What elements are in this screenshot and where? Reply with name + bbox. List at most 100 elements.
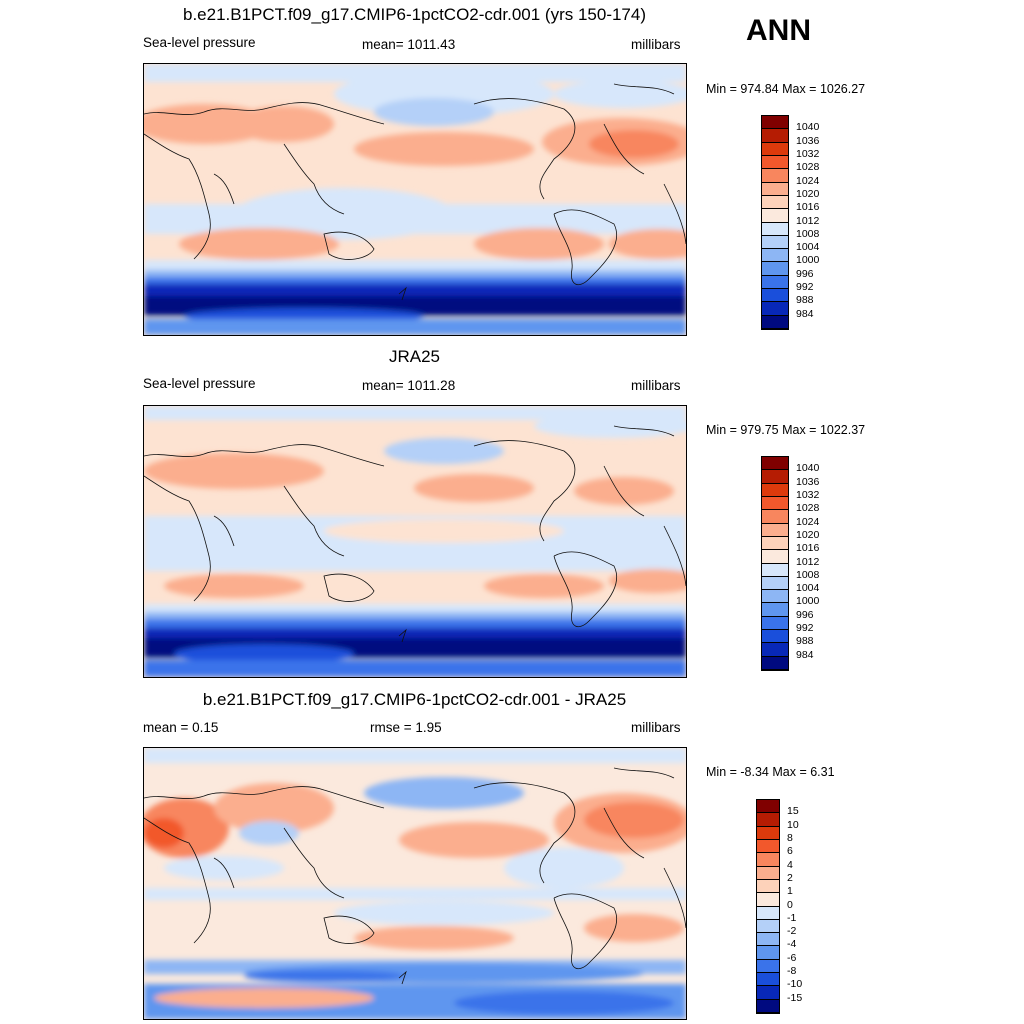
colorbar-box	[757, 800, 779, 814]
panel-1-units-label: millibars	[631, 37, 681, 52]
colorbar-tick-label: 996	[796, 608, 814, 621]
colorbar-box	[762, 169, 788, 183]
colorbar-box	[757, 959, 779, 974]
colorbar-box	[762, 550, 788, 564]
colorbar-tick-label: 1008	[796, 568, 820, 581]
colorbar-box	[757, 826, 779, 840]
colorbar-tick-label: -8	[787, 965, 797, 978]
colorbar-box	[762, 129, 788, 143]
panel-2-left-label: Sea-level pressure	[143, 376, 256, 391]
colorbar-tick-label: 1	[787, 885, 793, 898]
colorbar-box	[762, 563, 788, 577]
colorbar-tick-label: 1004	[796, 241, 820, 254]
colorbar-box	[762, 483, 788, 497]
colorbar-tick-label: -15	[787, 991, 803, 1004]
colorbar-box	[757, 986, 779, 1000]
colorbar-box	[762, 576, 788, 591]
colorbar-box	[762, 643, 788, 657]
colorbar-box	[762, 630, 788, 644]
colorbar-tick-label: -2	[787, 925, 797, 938]
colorbar-tick-label: 988	[796, 635, 814, 648]
colorbar-tick-label: 992	[796, 281, 814, 294]
colorbar-box	[757, 919, 779, 934]
colorbar-box	[762, 536, 788, 551]
colorbar-box	[762, 523, 788, 537]
colorbar-tick-label: 1004	[796, 582, 820, 595]
colorbar-tick-label: 988	[796, 294, 814, 307]
colorbar-box	[762, 603, 788, 617]
colorbar-tick-label: 6	[787, 845, 793, 858]
colorbar-box	[762, 616, 788, 631]
colorbar-box	[757, 839, 779, 854]
colorbar-tick-label: 2	[787, 871, 793, 884]
panel-3-minmax: Min = -8.34 Max = 6.31	[706, 765, 835, 779]
colorbar-tick-label: 1028	[796, 161, 820, 174]
colorbar-box	[762, 315, 788, 329]
colorbar-tick-label: -6	[787, 951, 797, 964]
colorbar-tick-label: 984	[796, 648, 814, 661]
colorbar-box	[762, 142, 788, 156]
colorbar-tick-label: 0	[787, 898, 793, 911]
colorbar-box	[757, 946, 779, 960]
panel-2-minmax: Min = 979.75 Max = 1022.37	[706, 423, 866, 437]
colorbar-tick-label: 10	[787, 818, 799, 831]
panel-1-left-label: Sea-level pressure	[143, 35, 256, 50]
colorbar-box	[762, 302, 788, 316]
colorbar-box	[762, 116, 788, 130]
colorbar-tick-label: 1016	[796, 542, 820, 555]
panel-3-colorbar	[756, 799, 780, 1014]
colorbar-box	[762, 209, 788, 223]
panel-3-map	[143, 747, 687, 1020]
panel-1-map	[143, 63, 687, 336]
colorbar-box	[762, 249, 788, 263]
colorbar-tick-label: -1	[787, 911, 797, 924]
colorbar-box	[762, 496, 788, 511]
colorbar-tick-label: 1000	[796, 254, 820, 267]
colorbar-tick-label: 1032	[796, 488, 820, 501]
colorbar-box	[757, 933, 779, 947]
colorbar-box	[757, 999, 779, 1013]
colorbar-box	[762, 656, 788, 670]
colorbar-box	[762, 510, 788, 524]
colorbar-box	[762, 155, 788, 170]
panel-3-mean-label: mean = 0.15	[143, 720, 219, 735]
colorbar-tick-label: 15	[787, 805, 799, 818]
colorbar-box	[757, 866, 779, 880]
colorbar-box	[762, 195, 788, 210]
colorbar-box	[757, 893, 779, 907]
colorbar-tick-label: 984	[796, 307, 814, 320]
colorbar-box	[762, 262, 788, 276]
colorbar-tick-label: 1024	[796, 174, 820, 187]
colorbar-tick-label: 1016	[796, 201, 820, 214]
panel-2-units-label: millibars	[631, 378, 681, 393]
colorbar-box	[757, 906, 779, 920]
panel-1-center-label: mean= 1011.43	[362, 37, 456, 52]
panel-1-map-svg	[144, 64, 686, 335]
panel-2-title: JRA25	[388, 347, 441, 366]
panel-2-map-svg	[144, 406, 686, 677]
colorbar-tick-label: 992	[796, 622, 814, 635]
panel-3-map-svg	[144, 748, 686, 1019]
colorbar-box	[762, 470, 788, 484]
colorbar-box	[757, 973, 779, 987]
colorbar-tick-label: 1000	[796, 595, 820, 608]
colorbar-tick-label: 1036	[796, 475, 820, 488]
colorbar-tick-label: 4	[787, 858, 793, 871]
colorbar-box	[762, 275, 788, 290]
colorbar-box	[762, 590, 788, 604]
colorbar-tick-label: 1036	[796, 134, 820, 147]
colorbar-box	[762, 222, 788, 236]
colorbar-tick-label: 1028	[796, 502, 820, 515]
colorbar-tick-label: 1024	[796, 515, 820, 528]
panel-2-center-label: mean= 1011.28	[362, 378, 456, 393]
colorbar-box	[757, 853, 779, 867]
panel-3-rmse-label: rmse = 1.95	[370, 720, 442, 735]
colorbar-tick-label: 1032	[796, 147, 820, 160]
colorbar-box	[762, 289, 788, 303]
colorbar-tick-label: -4	[787, 938, 797, 951]
panel-3-title: b.e21.B1PCT.f09_g17.CMIP6-1pctCO2-cdr.00…	[202, 690, 627, 709]
panel-2-map	[143, 405, 687, 678]
panel-2-colorbar	[761, 456, 789, 671]
panel-1-minmax: Min = 974.84 Max = 1026.27	[706, 82, 866, 96]
panel-3-units-label: millibars	[631, 720, 681, 735]
